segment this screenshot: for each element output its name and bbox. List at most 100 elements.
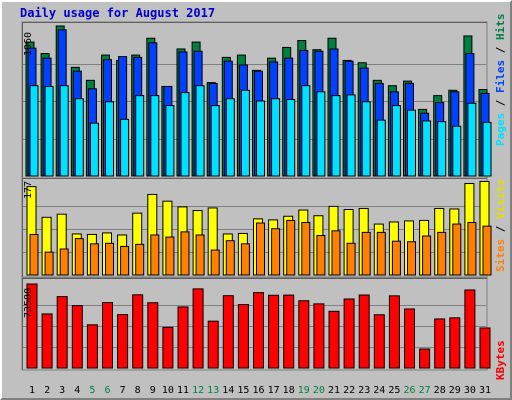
sites-bar [240, 243, 250, 276]
pages-bar [150, 95, 160, 177]
legend-files: Files [494, 59, 507, 93]
sites-bar [316, 234, 326, 276]
sites-bar [346, 242, 356, 276]
kbytes-bar [464, 289, 476, 369]
kbytes-bar [479, 327, 491, 369]
kbytes-bar [132, 294, 144, 369]
pages-bar [105, 101, 114, 177]
day-label: 23 [358, 385, 370, 396]
day-label: 12 [192, 385, 204, 396]
visits-panel-legend: Sites / Visits [494, 179, 507, 272]
day-label: 26 [403, 385, 415, 396]
pages-bar [195, 85, 205, 177]
pages-bar [120, 118, 130, 177]
pages-bar [391, 105, 401, 177]
kbytes-bar [237, 304, 249, 369]
pages-bar [301, 85, 311, 177]
sites-bar [135, 243, 145, 276]
day-label: 21 [328, 385, 340, 396]
kbytes-bar [373, 314, 385, 369]
pages-bar [256, 100, 265, 177]
sites-bar [437, 231, 447, 276]
kbytes-bar [162, 326, 174, 369]
kbytes-bar [404, 308, 415, 369]
day-label: 8 [135, 385, 141, 396]
kbytes-bar [117, 314, 129, 369]
kbytes-bar [147, 302, 159, 369]
pages-bar [316, 91, 326, 177]
day-label: 13 [207, 385, 219, 396]
pages-bar [331, 95, 341, 177]
pages-bar [452, 125, 462, 177]
pages-bar [135, 95, 145, 177]
sites-bar [105, 242, 114, 276]
sites-bar [482, 225, 492, 276]
sites-bar [452, 223, 462, 276]
sites-bar [180, 231, 190, 276]
sites-bar [89, 243, 99, 276]
kbytes-bar [283, 294, 295, 369]
pages-bar [422, 120, 432, 177]
day-label: 7 [120, 385, 126, 396]
pages-bar [165, 105, 175, 177]
legend-pages: Pages [494, 112, 507, 146]
legend-kbytes: KBytes [494, 340, 507, 380]
legend-separator: / [494, 40, 507, 60]
sites-bar [150, 234, 160, 276]
sites-bar [165, 236, 175, 276]
sites-bar [467, 222, 477, 276]
day-label: 31 [479, 385, 491, 396]
kbytes-bar [419, 348, 431, 369]
kbytes-bar [102, 302, 113, 369]
pages-bar [271, 98, 281, 177]
pages-bar [376, 119, 386, 177]
day-label: 22 [343, 385, 355, 396]
day-label: 4 [74, 385, 80, 396]
kbytes-bar [388, 295, 400, 369]
sites-bar [225, 240, 235, 276]
pages-bar [29, 85, 39, 177]
sites-bar [256, 222, 265, 276]
day-label: 28 [434, 385, 446, 396]
kbytes-bar [328, 310, 340, 369]
sites-bar [44, 251, 54, 276]
sites-bar [331, 230, 341, 276]
kbytes-bar [298, 300, 310, 369]
kbytes-panel-legend: KBytes [494, 340, 507, 380]
pages-bar [482, 121, 492, 177]
pages-bar [89, 122, 99, 177]
kbytes-bar [56, 296, 68, 369]
day-label: 15 [237, 385, 249, 396]
sites-bar [422, 235, 432, 276]
pages-bar [407, 109, 416, 177]
day-label: 27 [419, 385, 431, 396]
sites-bar [376, 231, 386, 276]
sites-bar [29, 233, 39, 276]
sites-bar [301, 222, 311, 276]
day-label: 1 [29, 385, 35, 396]
pages-bar [74, 98, 84, 177]
kbytes-bar [358, 294, 370, 369]
day-label: 16 [252, 385, 264, 396]
kbytes-bar [71, 305, 83, 369]
day-label: 30 [464, 385, 476, 396]
day-label: 18 [283, 385, 295, 396]
kbytes-bar [207, 320, 219, 369]
sites-bar [210, 249, 220, 276]
day-label: 17 [268, 385, 280, 396]
day-label: 19 [298, 385, 310, 396]
sites-bar [271, 228, 281, 276]
kbytes-bar [192, 288, 204, 369]
legend-sites: Sites [494, 238, 507, 272]
legend-hits: Hits [494, 13, 507, 41]
kbytes-bar [268, 294, 280, 369]
day-label: 25 [388, 385, 400, 396]
pages-bar [180, 92, 190, 177]
sites-bar [391, 240, 401, 276]
kbytes-bar [253, 292, 264, 369]
sites-bar [74, 238, 84, 276]
pages-bar [467, 102, 477, 177]
hits-y-max-label: 1960 [23, 31, 34, 56]
pages-bar [44, 85, 54, 177]
kbytes-bar [222, 295, 234, 369]
